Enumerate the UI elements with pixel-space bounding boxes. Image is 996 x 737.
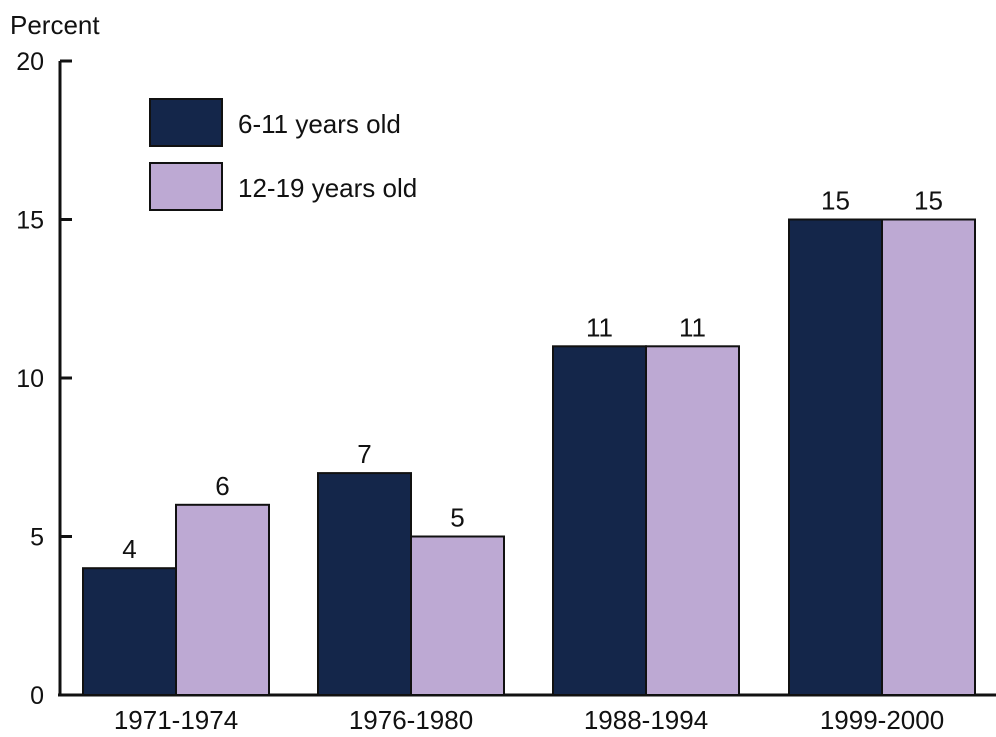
y-tick-label: 20 (16, 48, 44, 76)
bar-series-1 (317, 472, 412, 696)
bar-series-2 (175, 503, 270, 696)
legend-swatch (149, 98, 223, 147)
bar-value-label: 15 (914, 186, 943, 216)
y-tick-label: 10 (16, 365, 44, 393)
bar-value-label: 15 (821, 186, 850, 216)
legend-swatch (149, 162, 223, 211)
legend: 6-11 years old 12-19 years old (149, 98, 417, 211)
x-tick-labels-group: 1971-1974 1976-1980 1988-1994 1999-2000 (114, 705, 944, 735)
bar-value-label: 5 (450, 503, 464, 533)
x-tick-label: 1971-1974 (114, 705, 238, 735)
bar-value-label: 7 (357, 439, 371, 469)
bar-series-1 (788, 218, 883, 696)
y-tick-label: 0 (30, 682, 44, 710)
bar-series-1 (552, 345, 647, 696)
legend-label: 12-19 years old (238, 173, 417, 203)
y-tick-label: 15 (16, 207, 44, 235)
legend-label: 6-11 years old (238, 109, 401, 139)
x-tick-label: 1999-2000 (820, 705, 944, 735)
y-tick-label: 5 (30, 524, 44, 552)
bar-series-2 (645, 345, 740, 696)
bar-series-2 (410, 535, 505, 696)
bar-value-label: 11 (586, 312, 613, 342)
bar-labels-group: 4 6 7 5 11 11 15 15 (122, 186, 943, 565)
bar-value-label: 11 (679, 312, 706, 342)
bar-value-label: 4 (122, 534, 136, 564)
x-tick-label: 1988-1994 (584, 705, 708, 735)
x-tick-label: 1976-1980 (349, 705, 473, 735)
bars-group (82, 218, 976, 697)
bar-value-label: 6 (215, 471, 229, 501)
bar-series-2 (881, 218, 976, 696)
y-axis-ticks: 0 5 10 15 20 (16, 48, 72, 710)
y-axis-label: Percent (10, 10, 100, 40)
bar-series-1 (82, 567, 177, 697)
